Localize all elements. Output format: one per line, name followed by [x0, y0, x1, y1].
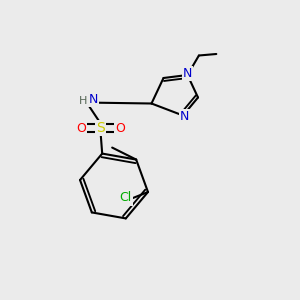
Text: H: H [79, 96, 87, 106]
Text: N: N [180, 110, 189, 124]
Text: N: N [88, 93, 98, 106]
Text: O: O [115, 122, 125, 135]
Text: N: N [183, 67, 192, 80]
Text: S: S [96, 121, 105, 135]
Text: O: O [76, 122, 86, 135]
Text: Cl: Cl [119, 191, 132, 205]
